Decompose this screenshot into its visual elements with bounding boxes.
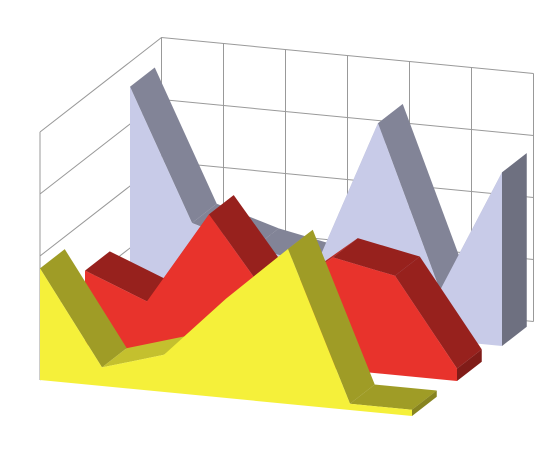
grid-line <box>39 98 534 195</box>
area-end-face <box>502 153 527 346</box>
area-top-face <box>102 335 189 368</box>
area-end-face <box>457 349 482 381</box>
area-top-face <box>395 256 482 369</box>
area-top-face <box>130 67 217 223</box>
area-top-face <box>40 249 127 368</box>
area-top-face <box>378 103 465 291</box>
area-end-face <box>412 390 437 416</box>
grid-line <box>39 36 534 133</box>
area-top-face <box>333 238 420 276</box>
area-top-face <box>85 251 172 302</box>
area-top-face <box>288 229 375 404</box>
area <box>40 249 412 416</box>
area-top-face <box>350 384 437 410</box>
